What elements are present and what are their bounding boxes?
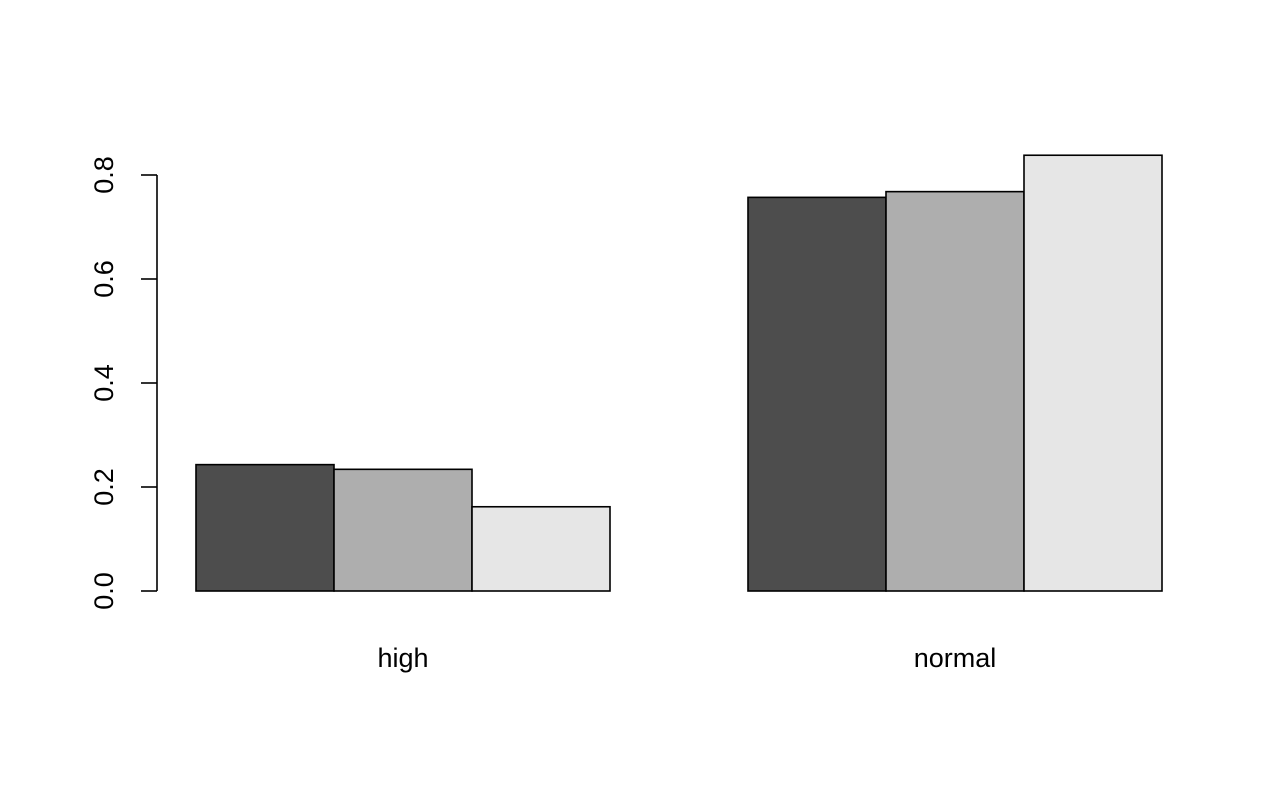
x-axis-labels: high normal	[377, 643, 996, 673]
y-tick-label: 0.0	[89, 572, 119, 610]
y-tick-label: 0.8	[89, 156, 119, 194]
bar-normal-series-2	[885, 190, 1025, 592]
bar-high-series-3	[471, 505, 611, 592]
y-axis: 0.0 0.2 0.4 0.6 0.8	[89, 156, 158, 610]
x-category-label-normal: normal	[914, 643, 997, 673]
y-tick-label: 0.2	[89, 468, 119, 506]
bar-high-series-2	[333, 468, 473, 592]
bar-normal-series-1	[747, 196, 887, 592]
y-tick-label: 0.6	[89, 260, 119, 298]
y-tick-label: 0.4	[89, 364, 119, 402]
bar-normal-series-3	[1023, 154, 1163, 592]
bars	[195, 154, 1163, 592]
x-category-label-high: high	[377, 643, 428, 673]
bar-high-series-1	[195, 463, 335, 592]
